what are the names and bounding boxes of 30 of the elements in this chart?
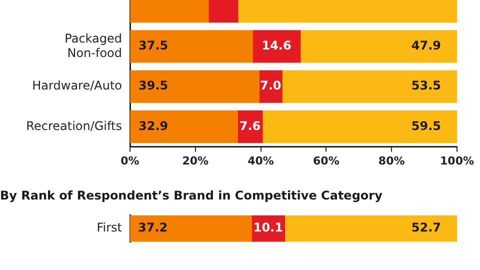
data-label: 52.7	[411, 220, 441, 235]
bar	[130, 70, 260, 103]
data-label: 39.5	[138, 78, 168, 93]
data-label: 37.2	[138, 220, 168, 235]
data-label: 37.5	[138, 38, 168, 53]
data-label: 59.5	[411, 118, 441, 133]
x-tick-label: 0%	[120, 154, 140, 168]
bar	[130, 110, 238, 144]
x-tick-label: 20%	[182, 154, 209, 168]
y-tick-label: Recreation/Gifts	[26, 118, 122, 133]
data-label: 7.0	[260, 78, 282, 93]
bar	[130, 30, 253, 63]
data-label: 14.6	[262, 38, 292, 53]
data-label: 32.9	[138, 118, 168, 133]
chart-title: By Rank of Respondent’s Brand in Competitive Category	[0, 188, 383, 202]
y-tick-label: First	[96, 220, 122, 235]
y-tick-label: Packaged Non-food	[64, 31, 122, 60]
data-label: 10.1	[253, 220, 283, 235]
x-tick-label: 80%	[378, 154, 405, 168]
bar	[252, 30, 301, 63]
data-label: 7.6	[239, 118, 261, 133]
bar	[282, 70, 457, 103]
bar	[300, 30, 457, 63]
x-tick-label: 100%	[440, 154, 474, 168]
x-tick-label: 60%	[313, 154, 340, 168]
bar	[262, 110, 457, 144]
x-tick-label: 40%	[248, 154, 274, 168]
data-label: 53.5	[411, 78, 441, 93]
data-label: 47.9	[411, 38, 441, 53]
y-tick-label: Hardware/Auto	[32, 78, 122, 93]
